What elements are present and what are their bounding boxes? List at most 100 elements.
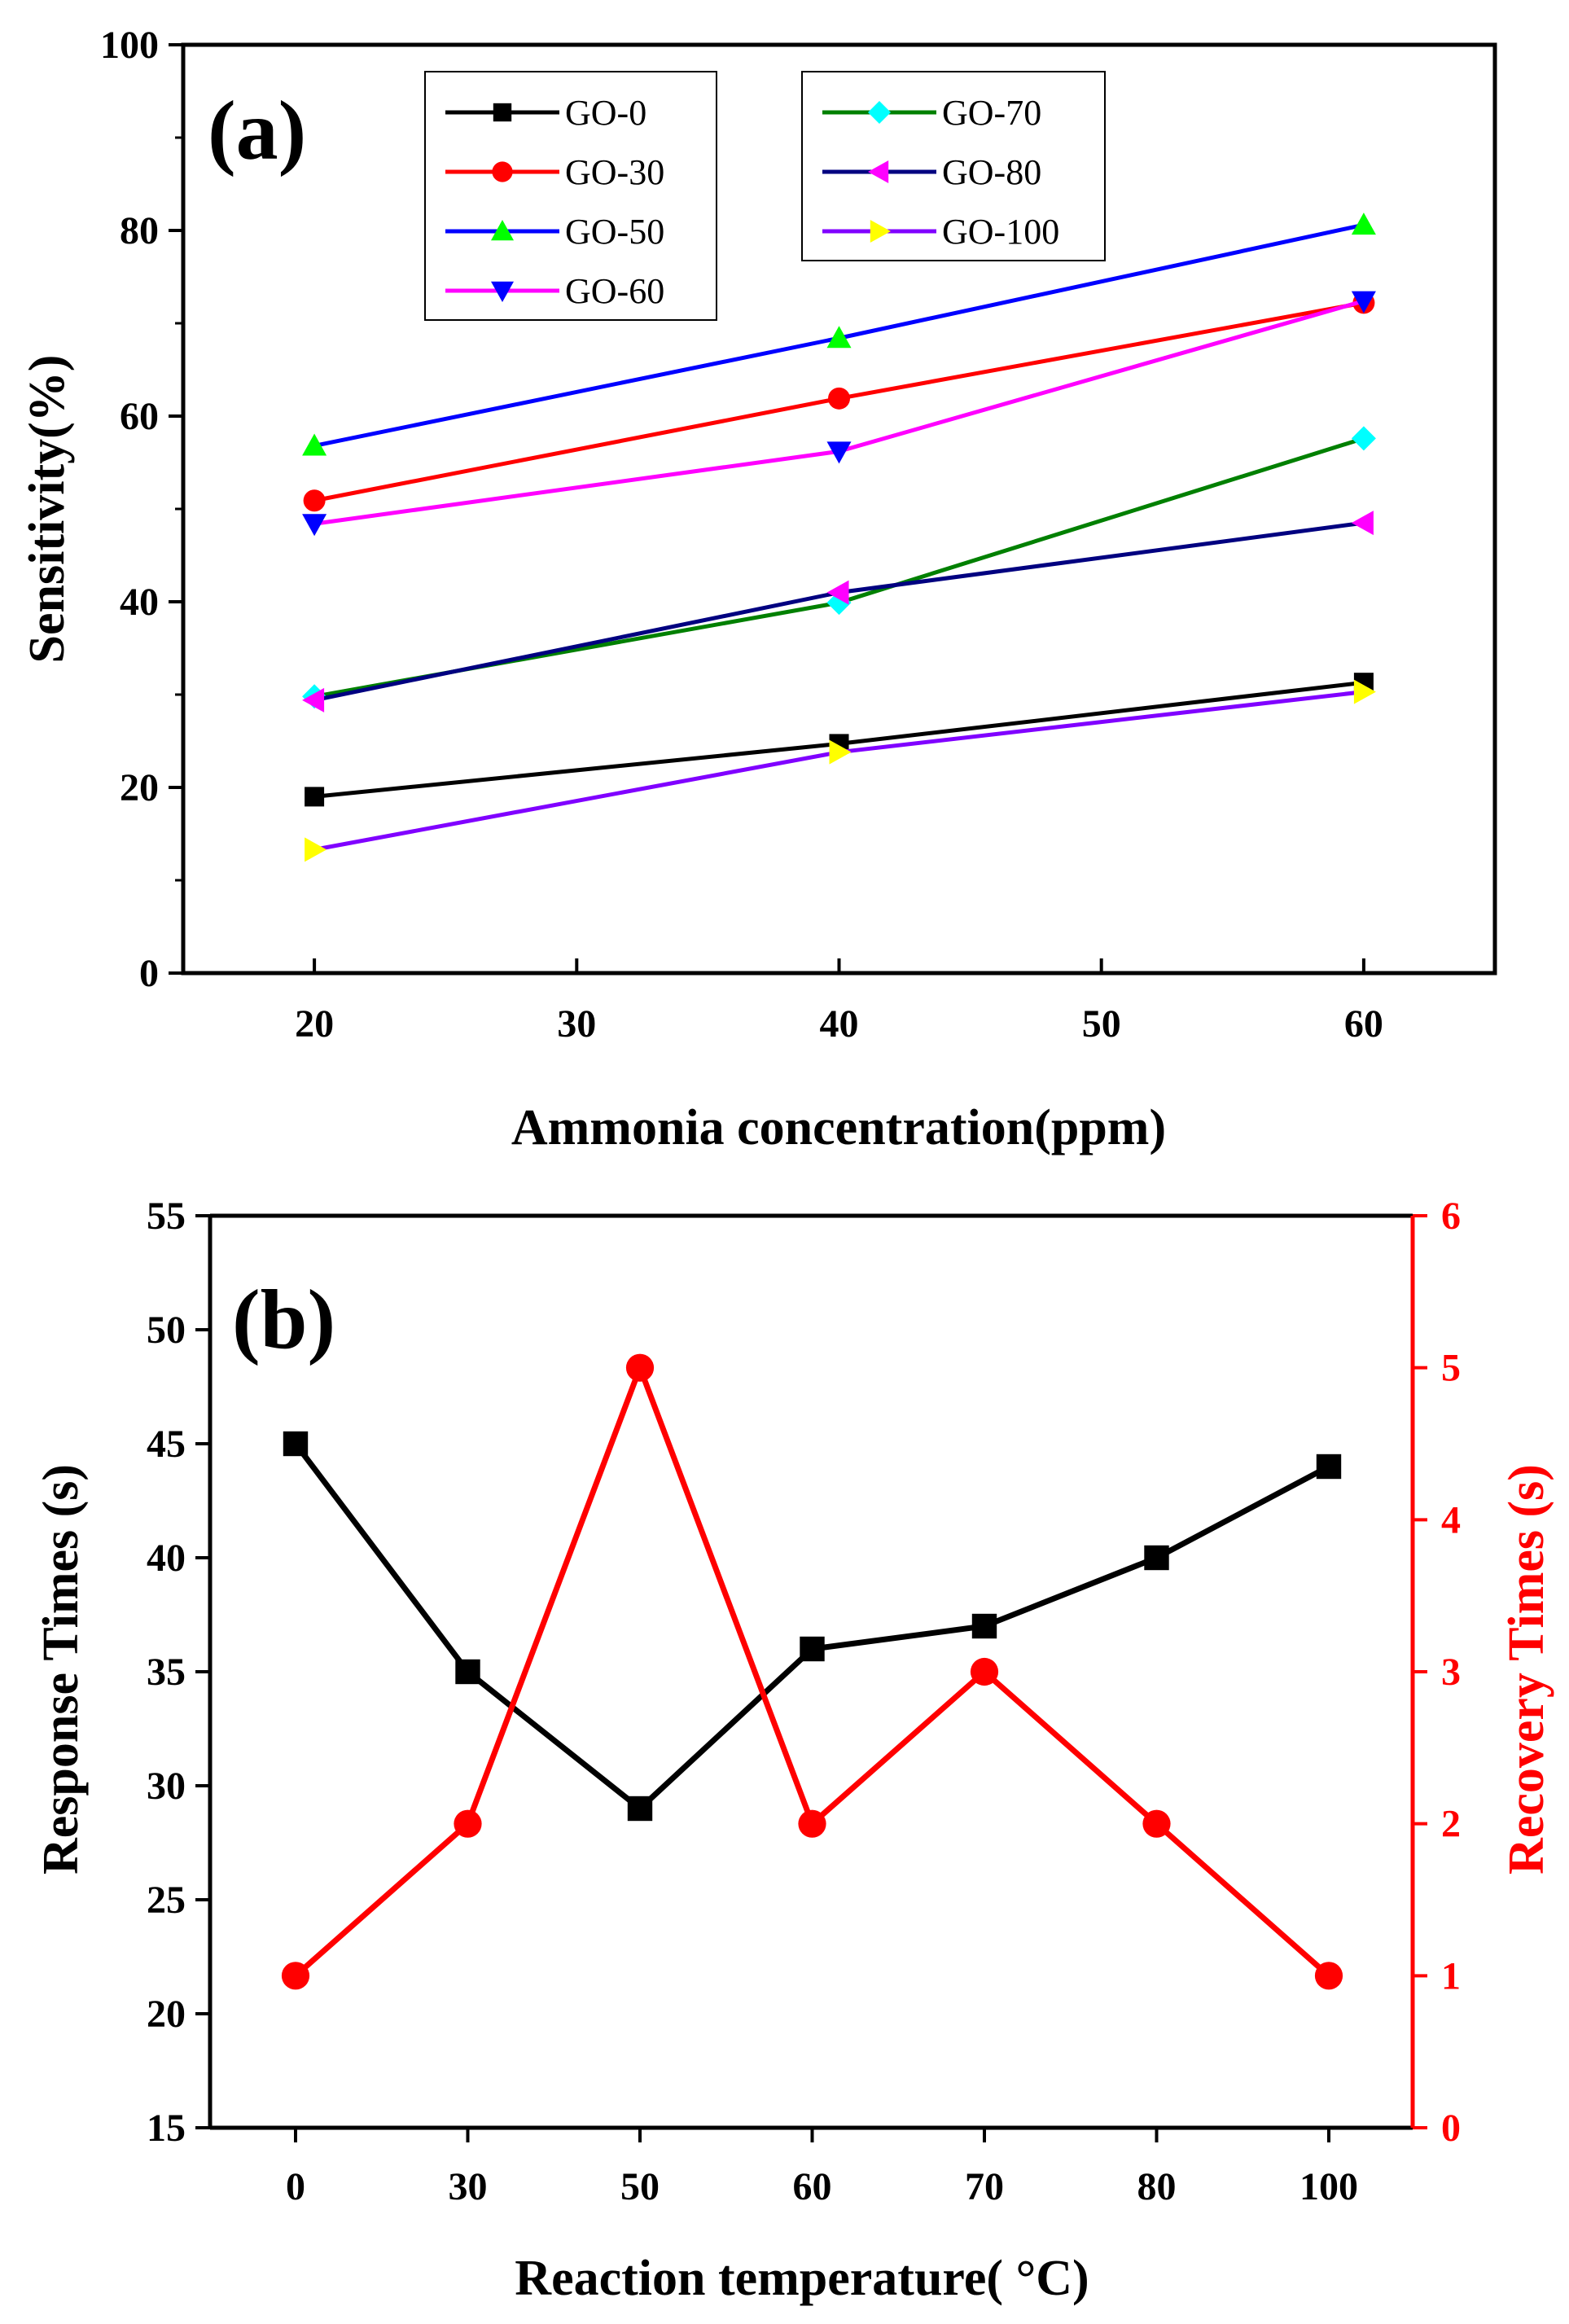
chart-a-marks: [302, 213, 1376, 862]
chart-b-y2tick-label: 0: [1441, 2107, 1461, 2150]
chart-b-ytick-label: 25: [147, 1879, 186, 1922]
chart-a-point: [1353, 679, 1376, 704]
chart-b-point: [1316, 1454, 1342, 1480]
chart-a-point: [1351, 511, 1374, 536]
chart-a-ytick-label: 60: [120, 395, 159, 438]
chart-b-point: [1144, 1545, 1169, 1571]
chart-b-point: [455, 1659, 480, 1685]
chart-a-legend-marker: [868, 101, 891, 124]
chart-b-point: [627, 1796, 653, 1822]
chart-a-point: [1351, 426, 1376, 451]
chart-a-legend-label: GO-80: [942, 152, 1041, 192]
chart-b-ytick-label: 50: [147, 1309, 186, 1352]
chart-a-xtick-label: 20: [295, 1002, 334, 1046]
chart-a-xtick-label: 50: [1082, 1002, 1121, 1046]
chart-a-point: [305, 837, 327, 862]
chart-b-xtick-label: 60: [793, 2165, 832, 2208]
chart-a-ticks: 20 30 40 50 60 0 20 40 60 80 100: [100, 24, 1383, 1046]
chart-b-point: [800, 1636, 825, 1662]
chart-a-legend-label: GO-0: [565, 93, 646, 133]
chart-a-ytick-label: 100: [100, 24, 159, 67]
chart-b-point: [970, 1657, 999, 1686]
chart-a-series-GO-80: [302, 511, 1374, 713]
chart-a-point: [302, 687, 325, 713]
chart-b-ytick-label: 20: [147, 1993, 186, 2036]
chart-a-legend-marker: [492, 161, 513, 182]
chart-b-point: [971, 1613, 997, 1639]
chart-a-ytick-label: 0: [139, 952, 159, 995]
chart-a-point: [826, 326, 852, 349]
chart-b-xtick-label: 100: [1299, 2165, 1358, 2208]
chart-a-point: [826, 441, 852, 464]
chart-b-point: [454, 1809, 482, 1838]
chart-b-xlabel: Reaction temperature( °C): [515, 2251, 1089, 2306]
chart-a-xtick-label: 30: [557, 1002, 596, 1046]
chart-a-xtick-label: 60: [1344, 1002, 1383, 1046]
chart-b-y2tick-label: 4: [1441, 1498, 1461, 1541]
chart-a-point: [305, 787, 325, 807]
chart-b-series-recovery: [281, 1353, 1343, 1990]
chart-a: 20 30 40 50 60 0 20 40 60 80 100 (a) Ammonia conce…: [20, 24, 1497, 1155]
chart-b-point: [1314, 1962, 1343, 1990]
chart-b-point: [281, 1962, 310, 1990]
chart-b-point: [798, 1809, 826, 1838]
chart-a-legend-marker: [491, 220, 514, 241]
chart-b-xtick-label: 0: [286, 2165, 305, 2208]
chart-b-y2tick-label: 2: [1441, 1803, 1461, 1846]
chart-a-panel-label: (a): [208, 84, 306, 178]
chart-a-legend-marker: [868, 160, 889, 183]
chart-b-ytick-label: 55: [147, 1195, 186, 1238]
chart-a-point: [303, 489, 326, 512]
chart-b-series-response: [283, 1431, 1342, 1822]
chart-b-point: [1142, 1809, 1171, 1838]
chart-a-point: [302, 433, 327, 456]
chart-a-legend-label: GO-30: [565, 152, 664, 192]
chart-b-point: [283, 1431, 309, 1457]
chart-a-point: [302, 514, 327, 537]
chart-a-legend-marker: [491, 281, 514, 302]
chart-b-ylabel: Response Times (s): [33, 1464, 89, 1875]
chart-a-point: [1351, 291, 1376, 314]
chart-b: 0 30 50 60 70 80 1001520253035404550550123456 …: [33, 1195, 1554, 2306]
chart-a-legend-marker: [493, 103, 512, 122]
chart-b-panel-label: (b): [232, 1273, 335, 1366]
chart-a-legend: GO-0 GO-30 GO-50 GO-60 GO-70 GO-80 GO-100: [424, 71, 1106, 321]
chart-a-ytick-label: 40: [120, 581, 159, 624]
chart-a-series-GO-60: [302, 291, 1376, 537]
chart-b-xtick-label: 50: [620, 2165, 660, 2208]
chart-a-xtick-label: 40: [820, 1002, 859, 1046]
chart-a-series-GO-100: [305, 679, 1376, 862]
chart-a-ytick-label: 20: [120, 766, 159, 809]
chart-b-y2label: Recovery Times (s): [1499, 1464, 1554, 1875]
chart-b-xtick-label: 70: [965, 2165, 1004, 2208]
chart-a-legend-marker: [870, 220, 891, 243]
chart-a-legend-label: GO-70: [942, 93, 1041, 133]
chart-b-point: [625, 1353, 655, 1382]
chart-b-y2tick-label: 5: [1441, 1347, 1461, 1390]
chart-b-marks: [281, 1353, 1343, 1990]
chart-b-y2tick-label: 3: [1441, 1651, 1461, 1694]
chart-a-point: [826, 580, 849, 605]
chart-b-xtick-label: 80: [1137, 2165, 1177, 2208]
chart-a-point: [828, 387, 850, 410]
chart-a-legend-label: GO-100: [942, 212, 1059, 252]
chart-b-ytick-label: 15: [147, 2107, 186, 2150]
chart-b-ytick-label: 30: [147, 1765, 186, 1808]
chart-a-legend-label: GO-50: [565, 212, 664, 252]
chart-a-xlabel: Ammonia concentration(ppm): [511, 1100, 1166, 1155]
chart-b-y2tick-label: 1: [1441, 1954, 1461, 1997]
chart-a-series-GO-50: [302, 213, 1376, 456]
chart-b-y2tick-label: 6: [1441, 1195, 1461, 1238]
chart-a-point: [1351, 213, 1376, 235]
chart-b-ytick-label: 45: [147, 1423, 186, 1466]
chart-a-legend-box-2: [801, 71, 1106, 261]
chart-a-ytick-label: 80: [120, 209, 159, 252]
chart-b-ytick-label: 40: [147, 1537, 186, 1580]
chart-b-xtick-label: 30: [449, 2165, 488, 2208]
chart-b-ytick-label: 35: [147, 1651, 186, 1694]
chart-a-point: [829, 739, 852, 765]
chart-a-legend-label: GO-60: [565, 271, 664, 311]
chart-a-ylabel: Sensitivity(%): [20, 355, 75, 664]
